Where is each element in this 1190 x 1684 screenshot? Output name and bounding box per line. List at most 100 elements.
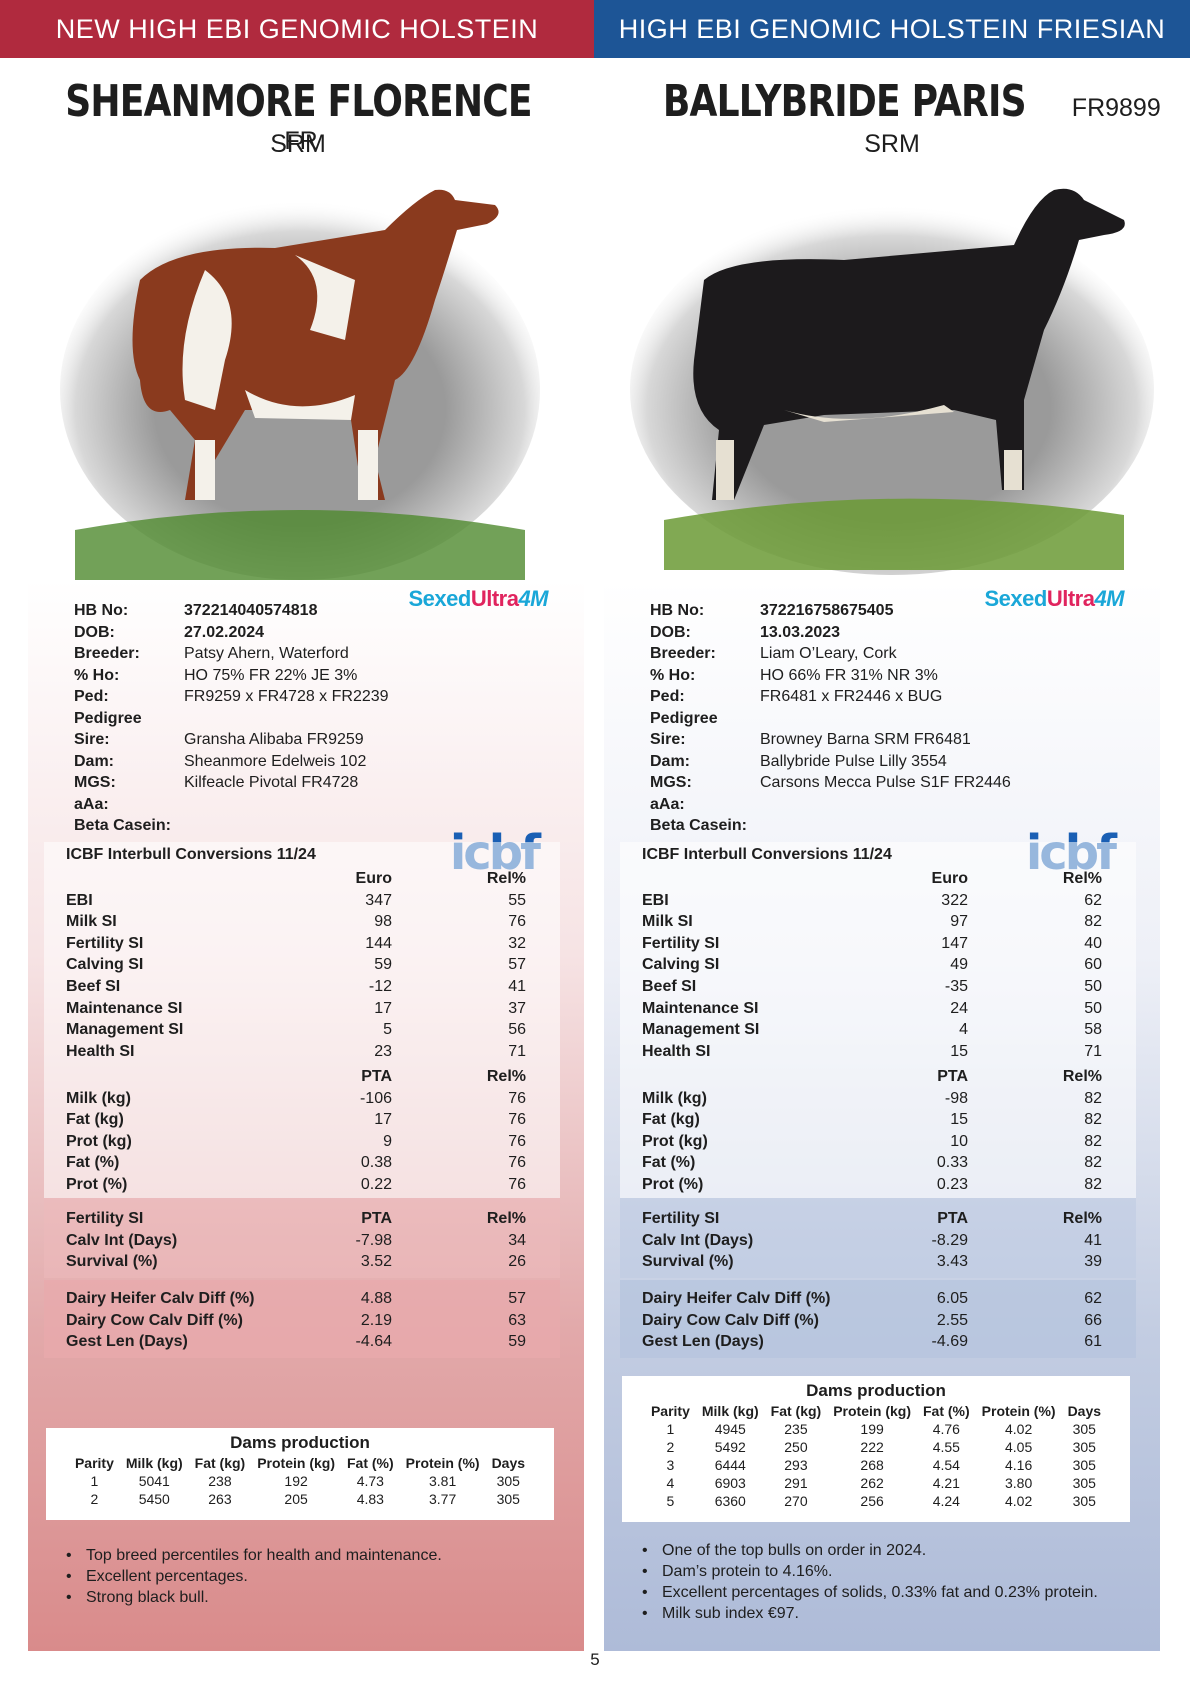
dams-cell: 305: [1072, 1421, 1096, 1437]
row-rel: 40: [1084, 934, 1102, 952]
dams-cell: 2: [666, 1439, 675, 1455]
dams-cell: 5041: [138, 1473, 170, 1489]
row-rel: 82: [1084, 1154, 1102, 1172]
ped: FR9259 x FR4728 x FR2239: [184, 688, 389, 705]
bull-info: HB No: 372216758675405 DOB: 13.03.2023 Bre…: [650, 602, 1011, 834]
row-rel: 82: [1084, 1132, 1102, 1150]
bullet-icon: •: [642, 1605, 648, 1622]
row-rel: 82: [1084, 1089, 1102, 1107]
breeder: Liam O’Leary, Cork: [760, 645, 897, 662]
comment-text: One of the top bulls on order in 2024.: [662, 1542, 927, 1559]
row-value: 15: [950, 1111, 968, 1129]
table-row: EBI 347 55: [44, 890, 560, 912]
row-rel: 82: [1084, 1175, 1102, 1193]
dams-cell: 4.05: [1004, 1439, 1033, 1455]
row-rel: 76: [508, 1154, 526, 1172]
dams-col-header: Protein (%): [405, 1455, 480, 1471]
comment-item: • Top breed percentiles for health and ma…: [66, 1545, 442, 1566]
comment-text: Excellent percentages.: [86, 1568, 248, 1585]
row-value: 17: [374, 1111, 392, 1129]
dams-row: 4 6903 291 262 4.21 3.80 305: [645, 1474, 1107, 1492]
row-label: Fat (kg): [66, 1111, 124, 1129]
row-rel: 61: [1084, 1333, 1102, 1351]
sexed-ultra-logo: SexedUltra4M: [984, 586, 1124, 611]
table-row: Dairy Heifer Calv Diff (%) 4.88 57: [44, 1288, 560, 1310]
dams-cell: 305: [1072, 1439, 1096, 1455]
row-value: 0.33: [936, 1154, 968, 1172]
bull-title: SHEANMORE FLORENCEFR: [0, 76, 596, 156]
row-label: Milk SI: [66, 913, 117, 931]
table-row: Milk (kg) -106 76: [44, 1088, 560, 1110]
row-value: 10: [950, 1132, 968, 1150]
row-label: Calving SI: [642, 956, 720, 974]
conversions-title: ICBF Interbull Conversions 11/24: [642, 846, 892, 863]
table-row: Survival (%) 3.52 26: [44, 1251, 560, 1273]
comment-text: Milk sub index €97.: [662, 1605, 799, 1622]
row-value: 9: [383, 1132, 392, 1150]
row-label: Fat (%): [642, 1154, 696, 1172]
bull-column-left: SHEANMORE FLORENCEFR SRM SexedUltra4M HB…: [0, 58, 596, 1684]
dams-row: 1 5041 238 192 4.73 3.81 305: [69, 1472, 531, 1490]
table-row: Maintenance SI 17 37: [44, 998, 560, 1020]
table-row: Milk SI 97 82: [620, 911, 1136, 933]
conversions-table: ICBF Interbull Conversions 11/24 Euro Rel…: [44, 842, 560, 1060]
row-label: Survival (%): [66, 1253, 158, 1271]
dams-cell: 3.77: [428, 1491, 457, 1507]
row-label: Beef SI: [66, 977, 121, 995]
row-label: Management SI: [642, 1021, 760, 1039]
calving-rows: Dairy Heifer Calv Diff (%) 6.05 62 Dairy Co…: [620, 1288, 1136, 1353]
row-label: Survival (%): [642, 1253, 734, 1271]
table-row: Milk (kg) -98 82: [620, 1088, 1136, 1110]
hb-number: 372216758675405: [760, 602, 894, 619]
row-rel: 58: [1084, 1021, 1102, 1039]
ho-percentage: HO 66% FR 31% NR 3%: [760, 666, 938, 684]
row-rel: 66: [1084, 1311, 1102, 1329]
calving-table: Dairy Heifer Calv Diff (%) 6.05 62 Dairy Co…: [620, 1280, 1136, 1358]
sire: Gransha Alibaba FR9259: [184, 731, 364, 748]
fertility-table: Fertility SI PTA Rel% Calv Int (Days) -7.98…: [44, 1198, 560, 1278]
row-label: Beef SI: [642, 977, 697, 995]
table-row: Beef SI -12 41: [44, 976, 560, 998]
table-row: Calv Int (Days) -8.29 41: [620, 1230, 1136, 1252]
bullet-icon: •: [66, 1547, 72, 1564]
bull-title: BALLYBRIDE PARIS FR9899: [594, 76, 1190, 127]
dams-cell: 305: [1072, 1475, 1096, 1491]
dams-cell: 3: [666, 1457, 675, 1473]
fertility-table: Fertility SI PTA Rel% Calv Int (Days) -8.29…: [620, 1198, 1136, 1278]
dams-cell: 4.54: [932, 1457, 960, 1473]
row-rel: 37: [508, 999, 526, 1017]
dams-cell: 4.55: [932, 1439, 960, 1455]
row-rel: 50: [1084, 977, 1102, 995]
row-value: 17: [374, 999, 392, 1017]
row-label: Calving SI: [66, 956, 144, 974]
table-row: Health SI 15 71: [620, 1041, 1136, 1063]
dams-cell: 4945: [714, 1421, 746, 1437]
row-value: 0.38: [360, 1154, 392, 1172]
ho-percentage: HO 75% FR 22% JE 3%: [184, 666, 358, 684]
mgs: Carsons Mecca Pulse S1F FR2446: [760, 774, 1011, 791]
conversions-title: ICBF Interbull Conversions 11/24: [66, 846, 316, 863]
row-value: 0.22: [360, 1175, 392, 1193]
dams-table: Parity Milk (kg) Fat (kg) Protein (kg) Fat (…: [645, 1402, 1107, 1510]
dam: Sheanmore Edelweis 102: [184, 752, 367, 770]
dams-cell: 256: [860, 1493, 884, 1509]
comment-text: Top breed percentiles for health and mai…: [86, 1547, 442, 1564]
dams-cell: 3.80: [1004, 1475, 1033, 1491]
conversions-table: ICBF Interbull Conversions 11/24 Euro Rel…: [620, 842, 1136, 1060]
sexed-ultra-logo: SexedUltra4M: [408, 586, 548, 611]
row-value: 0.23: [936, 1175, 968, 1193]
row-rel: 60: [1084, 956, 1102, 974]
row-label: Prot (kg): [642, 1132, 708, 1150]
row-value: -7.98: [355, 1231, 392, 1249]
row-label: Dairy Heifer Calv Diff (%): [66, 1290, 255, 1307]
dams-cell: 262: [860, 1475, 884, 1491]
row-rel: 50: [1084, 999, 1102, 1017]
dams-row: 5 6360 270 256 4.24 4.02 305: [645, 1492, 1107, 1510]
dams-col-header: Parity: [650, 1403, 690, 1419]
dams-col-header: Milk (kg): [125, 1455, 183, 1471]
ped: FR6481 x FR2446 x BUG: [760, 688, 943, 705]
right-banner: HIGH EBI GENOMIC HOLSTEIN FRIESIAN: [594, 0, 1190, 58]
dams-cell: 192: [284, 1473, 308, 1489]
dams-cell: 2: [90, 1491, 99, 1507]
left-banner: NEW HIGH EBI GENOMIC HOLSTEIN FRIESIAN: [0, 0, 594, 102]
